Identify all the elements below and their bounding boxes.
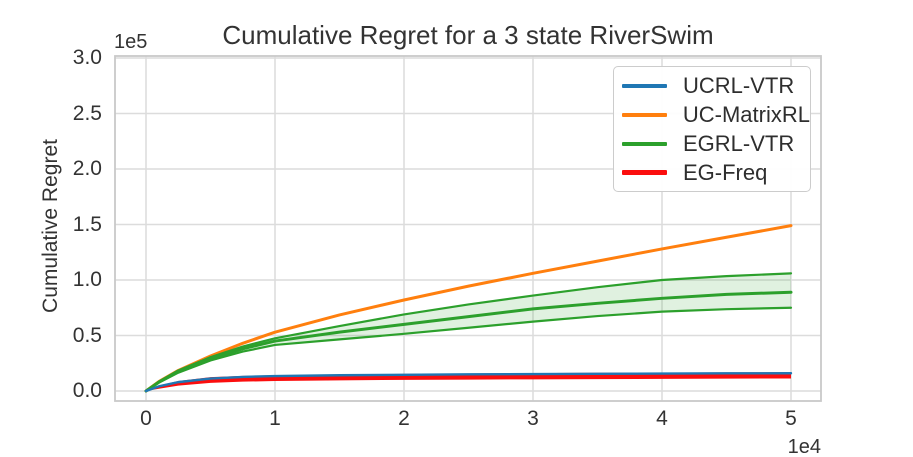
x-tick-label: 2 bbox=[398, 407, 410, 430]
x-tick-label: 0 bbox=[140, 407, 152, 430]
legend-line-swatch bbox=[622, 141, 667, 146]
x-tick-label: 5 bbox=[785, 407, 797, 430]
legend-label: UCRL-VTR bbox=[683, 72, 795, 98]
x-tick-label: 3 bbox=[527, 407, 539, 430]
chart-title: Cumulative Regret for a 3 state RiverSwi… bbox=[222, 20, 714, 50]
legend-item-uc-matrixrl: UC-MatrixRL bbox=[614, 100, 810, 129]
legend-line-swatch bbox=[622, 170, 667, 175]
y-tick-label: 1.0 bbox=[72, 268, 102, 291]
legend-label: EG-Freq bbox=[683, 159, 768, 185]
legend: UCRL-VTR UC-MatrixRL EGRL-VTR EG-Freq bbox=[613, 66, 811, 192]
UCRL-VTR-line bbox=[144, 372, 793, 393]
y-tick-label: 2.0 bbox=[72, 157, 102, 180]
y-tick-label: 0.0 bbox=[72, 379, 102, 402]
y-tick-label: 2.5 bbox=[72, 101, 102, 125]
legend-item-ucrl-vtr: UCRL-VTR bbox=[614, 71, 810, 100]
legend-label: EGRL-VTR bbox=[683, 130, 795, 156]
x-tick-label: 4 bbox=[656, 407, 668, 430]
x-axis-offset-label: 1e4 bbox=[787, 436, 821, 457]
legend-label: UC-MatrixRL bbox=[682, 101, 810, 127]
EG-Freq-band bbox=[146, 372, 791, 391]
legend-line-swatch bbox=[622, 112, 667, 117]
legend-item-egrl-vtr: EGRL-VTR bbox=[614, 129, 810, 158]
legend-item-eg-freq: EG-Freq bbox=[614, 158, 810, 187]
y-tick-label: 1.5 bbox=[72, 212, 102, 236]
x-tick-label: 1 bbox=[269, 407, 281, 430]
EGRL-VTR-band bbox=[146, 273, 791, 391]
y-tick-label: 0.5 bbox=[72, 323, 102, 347]
plot-border bbox=[114, 55, 822, 402]
EGRL-VTR-line bbox=[144, 290, 793, 393]
y-axis-offset-label: 1e5 bbox=[114, 31, 148, 53]
y-tick-label: 3.0 bbox=[72, 46, 102, 69]
legend-line-swatch bbox=[622, 83, 667, 88]
